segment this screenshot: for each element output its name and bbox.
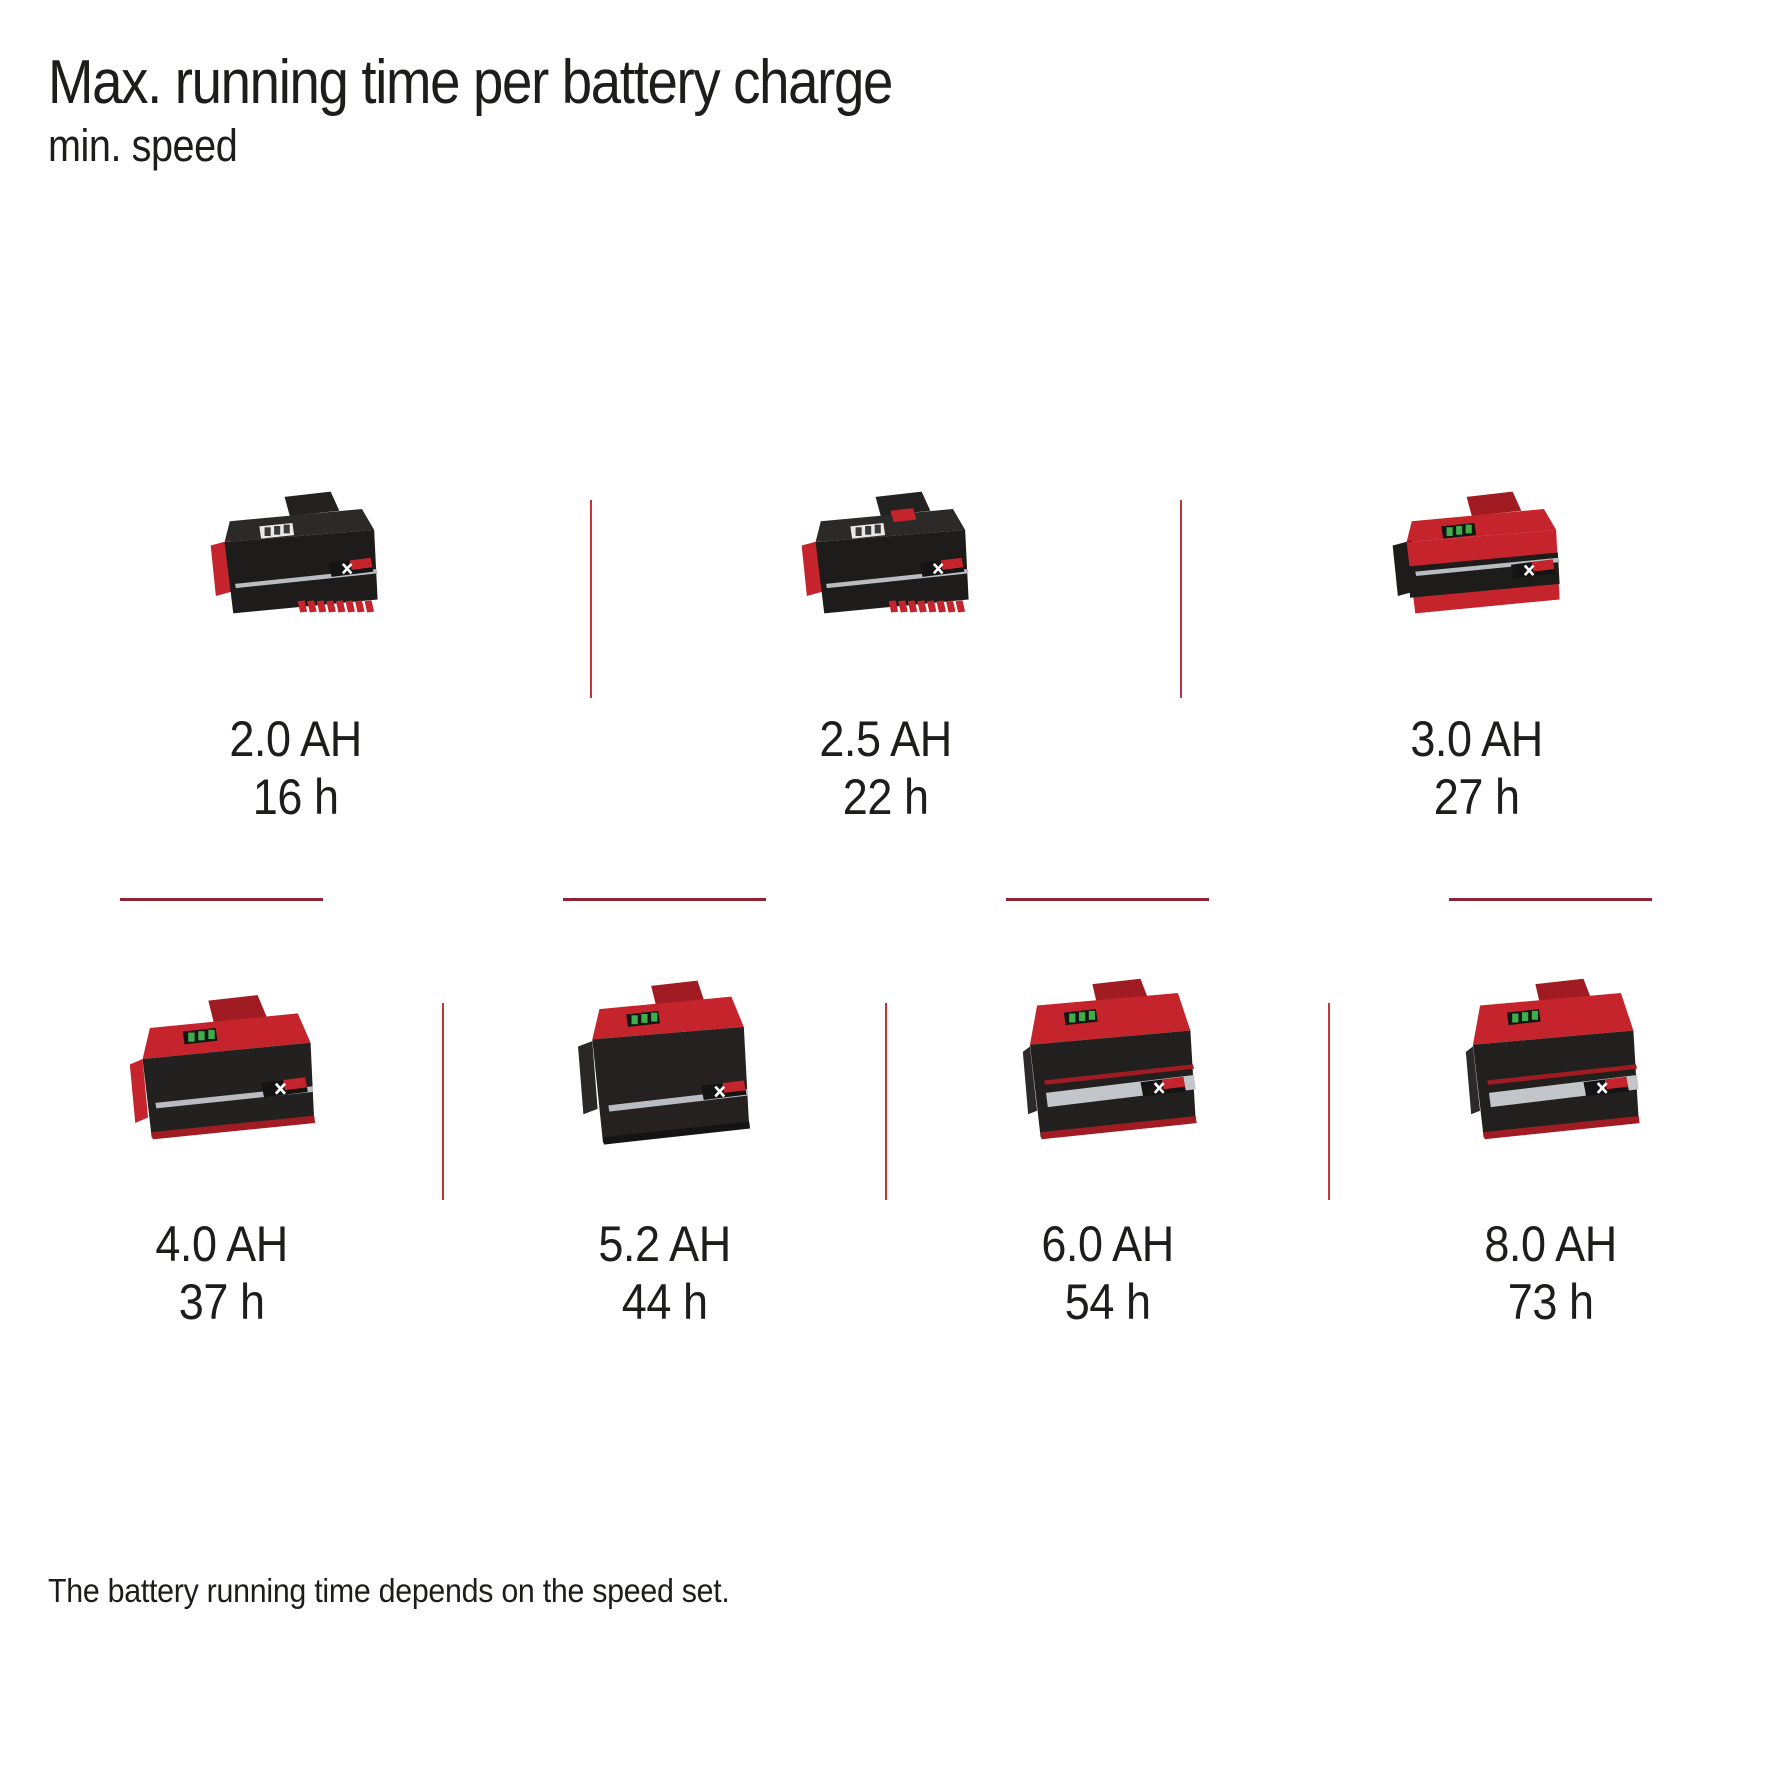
battery-capacity-label: 8.0 AH bbox=[1484, 1216, 1617, 1272]
battery-image-area bbox=[195, 430, 395, 645]
divider-horizontal bbox=[1449, 898, 1652, 901]
battery-2-0ah-image bbox=[195, 476, 395, 637]
battery-capacity-label: 4.0 AH bbox=[155, 1216, 288, 1272]
battery-runtime-label: 37 h bbox=[178, 1274, 265, 1330]
battery-image-area bbox=[562, 970, 767, 1170]
battery-row-bottom: 4.0 AH 37 h 5.2 AH 44 h 6.0 AH 54 h 8.0 AH 73 h bbox=[0, 970, 1772, 1328]
divider-horizontal bbox=[1006, 898, 1209, 901]
divider-horizontal bbox=[120, 898, 323, 901]
battery-runtime-label: 54 h bbox=[1064, 1274, 1151, 1330]
battery-image-area bbox=[117, 970, 327, 1170]
divider-vertical bbox=[885, 1003, 887, 1200]
battery-image-area bbox=[1377, 430, 1577, 645]
battery-capacity-label: 2.5 AH bbox=[819, 711, 953, 767]
battery-capacity-label: 2.0 AH bbox=[229, 711, 362, 767]
battery-5-2ah-image bbox=[562, 977, 767, 1164]
chart-title: Max. running time per battery charge bbox=[48, 48, 893, 117]
battery-runtime-label: 16 h bbox=[252, 769, 339, 825]
divider-vertical bbox=[1328, 1003, 1330, 1200]
battery-4-0ah-image bbox=[117, 986, 327, 1164]
divider-vertical bbox=[590, 500, 592, 698]
battery-runtime-label: 44 h bbox=[621, 1274, 708, 1330]
battery-capacity-label: 5.2 AH bbox=[598, 1216, 731, 1272]
battery-capacity-label: 3.0 AH bbox=[1410, 711, 1543, 767]
battery-8-0ah-image bbox=[1448, 977, 1653, 1164]
battery-image-area bbox=[1005, 970, 1210, 1170]
battery-cell: 2.0 AH 16 h bbox=[0, 430, 591, 823]
battery-cell: 2.5 AH 22 h bbox=[591, 430, 1182, 823]
battery-3-0ah-image bbox=[1377, 476, 1577, 637]
battery-cell: 5.2 AH 44 h bbox=[443, 970, 886, 1328]
header: Max. running time per battery charge min… bbox=[48, 48, 1007, 171]
battery-2-5ah-image bbox=[786, 476, 986, 637]
battery-runtime-label: 73 h bbox=[1507, 1274, 1594, 1330]
battery-cell: 4.0 AH 37 h bbox=[0, 970, 443, 1328]
battery-image-area bbox=[1448, 970, 1653, 1170]
battery-cell: 6.0 AH 54 h bbox=[886, 970, 1329, 1328]
footnote: The battery running time depends on the … bbox=[48, 1572, 730, 1609]
divider-horizontal bbox=[563, 898, 766, 901]
battery-capacity-label: 6.0 AH bbox=[1041, 1216, 1174, 1272]
battery-cell: 3.0 AH 27 h bbox=[1181, 430, 1772, 823]
battery-row-top: 2.0 AH 16 h 2.5 AH 22 h 3.0 AH 27 h bbox=[0, 430, 1772, 823]
battery-cell: 8.0 AH 73 h bbox=[1329, 970, 1772, 1328]
battery-image-area bbox=[786, 430, 986, 645]
battery-6-0ah-image bbox=[1005, 977, 1210, 1164]
divider-vertical bbox=[442, 1003, 444, 1200]
divider-vertical bbox=[1180, 500, 1182, 698]
chart-subtitle: min. speed bbox=[48, 120, 238, 172]
battery-runtime-label: 27 h bbox=[1433, 769, 1520, 825]
battery-runtime-label: 22 h bbox=[843, 769, 929, 825]
